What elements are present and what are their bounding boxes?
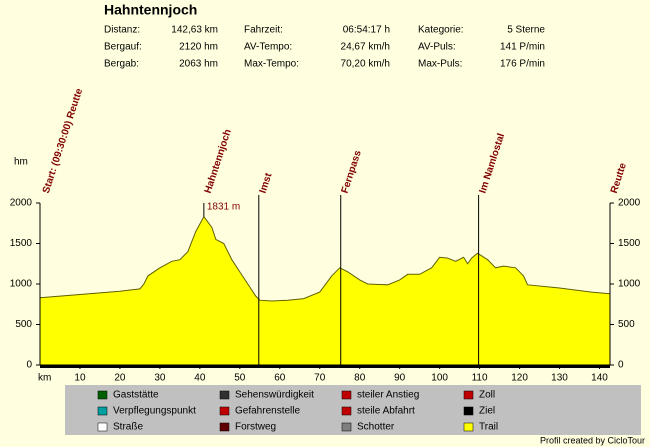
x-tick-label: 110 xyxy=(472,373,488,384)
elevation-line xyxy=(39,215,611,302)
legend-icon xyxy=(97,406,108,416)
stat-label: Bergauf: xyxy=(104,42,142,53)
chart-title: Hahntennjoch xyxy=(104,2,197,18)
credit: Profil created by CicloTour xyxy=(540,435,645,445)
legend-icon xyxy=(219,422,230,432)
legend-label: Gaststätte xyxy=(113,390,159,401)
y-tick-label-right: 2000 xyxy=(618,198,641,209)
legend-icon xyxy=(341,422,352,432)
legend-icon xyxy=(97,422,108,432)
y-tick-label: 0 xyxy=(26,360,32,371)
x-axis-label: km xyxy=(38,373,51,384)
y-tick-label: 1500 xyxy=(10,238,33,249)
surface-band xyxy=(40,365,610,368)
legend-label: Sehenswürdigkeit xyxy=(235,390,314,401)
y-tick-label-right: 500 xyxy=(618,319,635,330)
legend-icon xyxy=(463,390,474,400)
x-tick-label: 140 xyxy=(591,373,608,384)
x-tick-label: 70 xyxy=(314,373,326,384)
stat-label: Max-Tempo: xyxy=(244,59,299,70)
x-tick-label: 30 xyxy=(154,373,166,384)
x-tick-label: 40 xyxy=(194,373,206,384)
legend-label: steiler Anstieg xyxy=(357,390,419,401)
y-tick-label: 500 xyxy=(15,319,32,330)
y-tick-label-right: 1000 xyxy=(618,279,641,290)
stat-label: Bergab: xyxy=(104,59,139,70)
legend-label: Straße xyxy=(113,422,143,433)
stat-value: 2120 hm xyxy=(179,42,218,53)
x-tick-label: 60 xyxy=(274,373,286,384)
legend-box xyxy=(65,385,641,435)
stat-label: AV-Puls: xyxy=(418,42,456,53)
stat-value: 2063 hm xyxy=(179,59,218,70)
x-tick-label: 100 xyxy=(431,373,448,384)
x-tick-label: 130 xyxy=(551,373,568,384)
stat-value: 06:54:17 h xyxy=(343,25,390,36)
legend-icon xyxy=(97,390,108,400)
x-tick-label: 10 xyxy=(74,373,86,384)
stat-value: 142,63 km xyxy=(171,25,218,36)
stat-value: 176 P/min xyxy=(500,59,545,70)
x-tick-label: 90 xyxy=(394,373,406,384)
x-tick-label: 20 xyxy=(114,373,126,384)
legend-label: steile Abfahrt xyxy=(357,406,415,417)
legend-icon xyxy=(219,390,230,400)
x-tick-label: 120 xyxy=(511,373,528,384)
legend-label: Zoll xyxy=(479,390,495,401)
x-tick-label: 50 xyxy=(234,373,246,384)
legend-icon xyxy=(463,406,474,416)
stat-value: 5 Sterne xyxy=(507,25,545,36)
stat-label: Max-Puls: xyxy=(418,59,462,70)
legend-label: Gefahrenstelle xyxy=(235,406,300,417)
stat-value: 141 P/min xyxy=(500,42,545,53)
stat-label: Distanz: xyxy=(104,25,140,36)
stat-label: Kategorie: xyxy=(418,25,464,36)
y-tick-label: 2000 xyxy=(10,198,33,209)
legend-label: Trail xyxy=(479,422,498,433)
stat-value: 70,20 km/h xyxy=(341,59,390,70)
y-tick-label: 1000 xyxy=(10,279,33,290)
legend-icon xyxy=(341,390,352,400)
y-tick-label-right: 0 xyxy=(618,360,624,371)
legend-icon xyxy=(463,422,474,432)
legend-label: Ziel xyxy=(479,406,495,417)
legend-icon xyxy=(341,406,352,416)
x-tick-label: 80 xyxy=(354,373,366,384)
stat-label: AV-Tempo: xyxy=(244,42,292,53)
legend-label: Schotter xyxy=(357,422,395,433)
stat-value: 24,67 km/h xyxy=(341,42,390,53)
y-tick-label-right: 1500 xyxy=(618,238,641,249)
stat-label: Fahrzeit: xyxy=(244,25,283,36)
legend-label: Verpflegungspunkt xyxy=(113,406,196,417)
y-axis-label: hm xyxy=(14,157,28,168)
legend-label: Forstweg xyxy=(235,422,276,433)
elevation-fill xyxy=(40,216,610,365)
legend-icon xyxy=(219,406,230,416)
annotation: 1831 m xyxy=(207,201,240,212)
